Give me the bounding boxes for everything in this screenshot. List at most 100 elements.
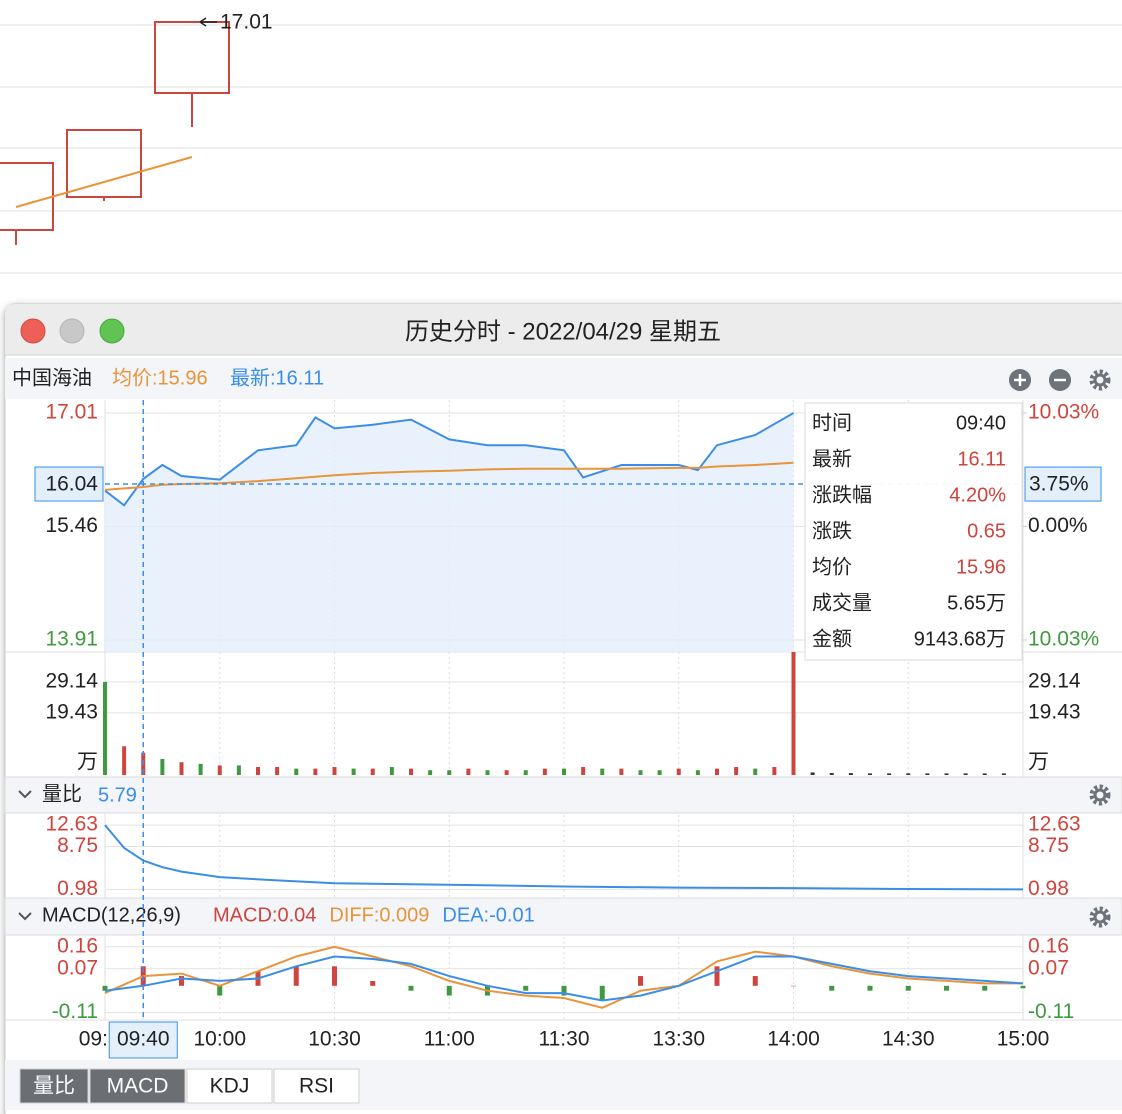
macd-bar	[905, 985, 911, 991]
tooltip-value: 16.11	[957, 448, 1006, 470]
tooltip-key: 涨跌	[812, 519, 852, 542]
macd-bar	[370, 980, 376, 986]
candle	[0, 162, 54, 231]
volume-bar	[715, 768, 719, 775]
macd-bar	[714, 966, 720, 986]
volume-bar	[122, 746, 127, 775]
volume-bar	[428, 770, 433, 775]
macd-bar	[982, 985, 988, 991]
y-tick-label-right: 0.98	[1028, 877, 1069, 900]
y-tick-label-right: 12.63	[1028, 813, 1081, 836]
macd-bar	[446, 985, 452, 996]
header-bar	[5, 358, 1122, 399]
volume-bar	[256, 767, 260, 775]
tooltip-value: 09:40	[956, 412, 1006, 434]
macd-header	[4, 897, 1122, 936]
x-tick-label: 09:40	[117, 1028, 170, 1051]
volume-bar	[103, 681, 107, 775]
collapse-button[interactable]	[18, 912, 32, 921]
overlay: 16.04 3.75% 09:40 时间 09:40 最新 16.11 涨跌幅 4.20% 涨跌 0…	[19, 400, 1102, 1104]
y2-tick-label: 10.03%	[1028, 628, 1099, 651]
series-line	[104, 945, 1023, 1009]
volume-bar	[657, 770, 662, 775]
tooltip-value: 15.96	[956, 556, 1006, 578]
series-line	[104, 824, 1024, 891]
volume-bar	[619, 768, 624, 775]
macd-bar	[752, 976, 758, 986]
macd-settings-button[interactable]	[1089, 906, 1111, 928]
ratio-settings-button[interactable]	[1089, 784, 1111, 806]
volume-bar	[1001, 773, 1006, 775]
x-tick-label: 11:30	[539, 1028, 590, 1051]
series-line	[104, 412, 794, 507]
y2-tick-label: 0.00%	[1028, 514, 1088, 537]
volume-bar	[600, 768, 605, 775]
macd-bar	[102, 985, 108, 991]
volume-bar	[734, 767, 739, 775]
volume-bar	[504, 770, 509, 775]
zoom-out-button[interactable]	[1049, 369, 1071, 391]
tab[interactable]	[19, 1068, 89, 1104]
volume-bar	[313, 768, 318, 775]
series-line	[104, 461, 794, 491]
x-tick-label: 10:30	[308, 1028, 361, 1051]
macd-bar	[638, 976, 643, 986]
volume-bar	[332, 767, 337, 775]
macd-bar	[332, 966, 337, 986]
tab-label[interactable]: MACD	[107, 1075, 169, 1098]
macd-bar	[561, 985, 567, 996]
volume-bar	[848, 773, 853, 775]
cursor-y2-label: 3.75%	[1029, 473, 1089, 496]
zoom-in-button[interactable]	[1009, 369, 1031, 391]
y-tick-label: 0.16	[57, 934, 98, 957]
tab-label[interactable]: RSI	[299, 1075, 334, 1098]
tab[interactable]	[89, 1068, 186, 1104]
macd-bar	[829, 985, 835, 991]
tooltip-key: 金额	[812, 627, 852, 650]
collapse-button[interactable]	[18, 790, 32, 799]
y-tick-label-right: 29.14	[1028, 669, 1081, 692]
volume-bar	[217, 765, 222, 775]
cursor-y2-box	[1024, 466, 1102, 502]
x-tick-label: 15:00	[997, 1028, 1050, 1051]
volume-bar	[982, 773, 987, 775]
tab-label[interactable]: 量比	[33, 1075, 75, 1098]
minimize-button[interactable]	[59, 318, 85, 344]
unit-label: 万	[77, 751, 98, 774]
legend-entry: DEA:-0.01	[442, 904, 534, 926]
volume-bar	[542, 768, 547, 775]
y-tick-label-right: 19.43	[1028, 700, 1081, 723]
macd-bar	[599, 985, 605, 1001]
arrow-head	[199, 17, 207, 27]
background-chart: 17.01	[0, 11, 1122, 274]
y-tick-label: -0.11	[52, 1000, 98, 1023]
y-tick-label-right: 8.75	[1028, 834, 1069, 857]
volume-bar	[370, 768, 375, 775]
cursor-y-box	[34, 466, 104, 502]
macd-bar	[1020, 985, 1026, 989]
tooltip-value: 4.20%	[949, 484, 1006, 506]
volume-bar	[275, 767, 280, 775]
volume-bar	[409, 768, 413, 775]
volume-bar	[638, 770, 643, 775]
tab[interactable]	[273, 1068, 360, 1104]
volume-bar	[160, 759, 165, 775]
tab-label[interactable]: KDJ	[210, 1075, 250, 1098]
volume-bar	[925, 773, 930, 775]
tooltip-key: 成交量	[812, 591, 872, 614]
macd-bar	[293, 966, 299, 986]
tab[interactable]	[186, 1068, 273, 1104]
zoom-button[interactable]	[99, 318, 125, 344]
volume-bar	[581, 767, 586, 775]
volume-bar	[829, 773, 834, 775]
x-tick-label: 11:00	[424, 1028, 475, 1051]
volume-bar	[179, 762, 184, 775]
volume-bar	[485, 770, 490, 775]
ratio-header	[4, 776, 1122, 814]
title-bar	[5, 304, 1122, 355]
tooltip-key: 涨跌幅	[812, 483, 872, 506]
y-tick-label: 19.43	[45, 700, 98, 723]
settings-button[interactable]	[1089, 369, 1111, 391]
close-button[interactable]	[20, 318, 46, 344]
volume-bar	[963, 773, 968, 775]
